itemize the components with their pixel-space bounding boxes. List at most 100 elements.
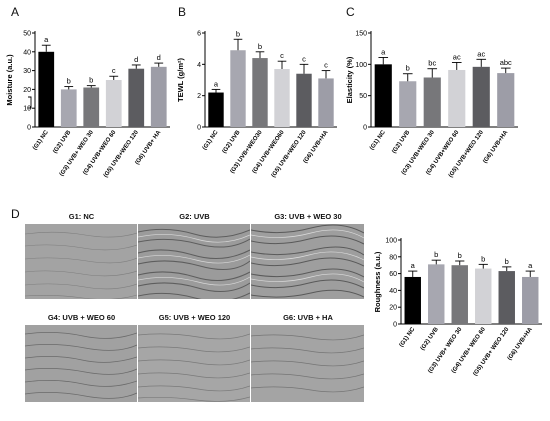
significance-letter: b	[67, 77, 71, 86]
bar	[252, 58, 268, 127]
x-tick-label: (G2) UVB	[222, 129, 242, 155]
skin-label-g3: G3: UVB + WEO 30	[274, 212, 342, 221]
y-tick-label: 100	[385, 238, 397, 245]
bar	[128, 68, 145, 127]
skin-image-g2	[138, 224, 250, 299]
significance-letter: d	[157, 53, 161, 62]
significance-letter: abc	[500, 58, 512, 67]
y-tick-label: 20	[23, 87, 31, 94]
bar	[60, 89, 77, 127]
bar	[475, 268, 492, 324]
y-tick-label: 40	[389, 288, 397, 295]
y-tick-label: 150	[355, 31, 367, 38]
skin-label-g2: G2: UVB	[179, 212, 210, 221]
bar	[83, 87, 100, 127]
significance-letter: a	[528, 261, 533, 270]
significance-letter: d	[134, 55, 138, 64]
bar	[404, 276, 421, 324]
bar	[208, 92, 224, 127]
panel-letter-c: C	[346, 5, 355, 19]
significance-letter: c	[112, 66, 116, 75]
significance-letter: b	[434, 250, 438, 259]
skin-label-g4: G4: UVB + WEO 60	[47, 313, 116, 322]
y-tick-label: 50	[23, 31, 31, 38]
significance-letter: b	[236, 29, 240, 38]
significance-letter: b	[258, 42, 262, 51]
y-tick-label: 60	[389, 271, 397, 278]
significance-letter: a	[214, 79, 219, 88]
skin-image-g1	[25, 224, 137, 299]
bar	[428, 264, 445, 324]
y-axis-label: Elasticity (%)	[345, 56, 354, 103]
moisture-chart: 0 10 20 30 40 50 Moisture (a.u.) a (G1) NC b (G2) …	[5, 31, 170, 179]
y-tick-label: 50	[359, 93, 367, 100]
significance-letter: c	[302, 54, 306, 63]
skin-image-g5	[138, 325, 250, 402]
bar	[150, 66, 167, 127]
bar	[296, 73, 312, 127]
y-axis-label: Moisture (a.u.)	[5, 54, 14, 106]
skin-label-g1: G1: NC	[68, 212, 95, 221]
bar	[274, 69, 290, 127]
bar	[448, 69, 466, 127]
significance-letter: c	[280, 51, 284, 60]
skin-image-g4	[25, 325, 137, 402]
bar	[230, 50, 246, 127]
bar	[472, 66, 490, 127]
y-tick-label: 0	[27, 125, 31, 132]
y-axis-label: TEWL (g/m²)	[176, 57, 185, 102]
x-tick-label: (G6) UVB+HA	[303, 129, 330, 165]
significance-letter: b	[406, 64, 410, 73]
elasticity-chart: 0 50 100 150 Elasticity (%) a (G1) NC b (G2) UVB…	[345, 31, 518, 179]
x-tick-label: (G2) UVB	[420, 326, 440, 352]
x-tick-label: (G6) UVB+HA	[482, 129, 509, 165]
bar	[105, 80, 122, 127]
x-tick-label: (G1) NC	[399, 326, 417, 348]
significance-letter: a	[411, 261, 416, 270]
x-tick-label: (G1) NC	[202, 129, 220, 151]
significance-letter: b	[505, 257, 509, 266]
bar	[497, 73, 515, 127]
x-tick-label: (G2) UVB	[391, 129, 411, 155]
y-tick-label: 0	[197, 125, 201, 132]
axis-break-icon	[28, 96, 32, 109]
y-tick-label: 2	[197, 93, 201, 100]
y-tick-label: 0	[393, 322, 397, 329]
x-tick-label: (G1) NC	[369, 129, 387, 151]
x-tick-label: (G2) UVB	[52, 129, 72, 155]
skin-image-g3	[251, 224, 364, 299]
significance-letter: b	[89, 76, 93, 85]
x-tick-label: (G6) UVB+HA	[507, 326, 534, 362]
bar	[399, 81, 417, 127]
y-tick-label: 40	[23, 49, 31, 56]
skin-label-g6: G6: UVB + HA	[283, 313, 333, 322]
y-tick-label: 10	[23, 106, 31, 113]
bar	[38, 51, 55, 127]
bar	[498, 271, 515, 324]
x-tick-label: (G1) NC	[32, 129, 50, 151]
y-tick-label: 100	[355, 62, 367, 69]
bar	[451, 265, 468, 324]
skin-image-g6	[251, 325, 364, 402]
significance-letter: b	[458, 251, 462, 260]
y-tick-label: 6	[197, 31, 201, 38]
y-tick-label: 0	[363, 125, 367, 132]
significance-letter: ac	[453, 52, 461, 61]
bar	[318, 78, 334, 127]
y-tick-label: 4	[197, 62, 201, 69]
significance-letter: b	[481, 254, 485, 263]
panel-letter-d: D	[11, 207, 20, 221]
y-axis-label: Roughness (a.u.)	[373, 251, 382, 312]
skin-label-g5: G5: UVB + WEO 120	[158, 313, 231, 322]
significance-letter: c	[324, 61, 328, 70]
significance-letter: ac	[477, 49, 485, 58]
bar	[423, 77, 441, 127]
panel-letter-a: A	[11, 5, 20, 19]
panel-letter-b: B	[178, 5, 187, 19]
significance-letter: a	[44, 35, 49, 44]
y-tick-label: 20	[389, 305, 397, 312]
significance-letter: a	[381, 47, 386, 56]
y-tick-label: 80	[389, 254, 397, 261]
